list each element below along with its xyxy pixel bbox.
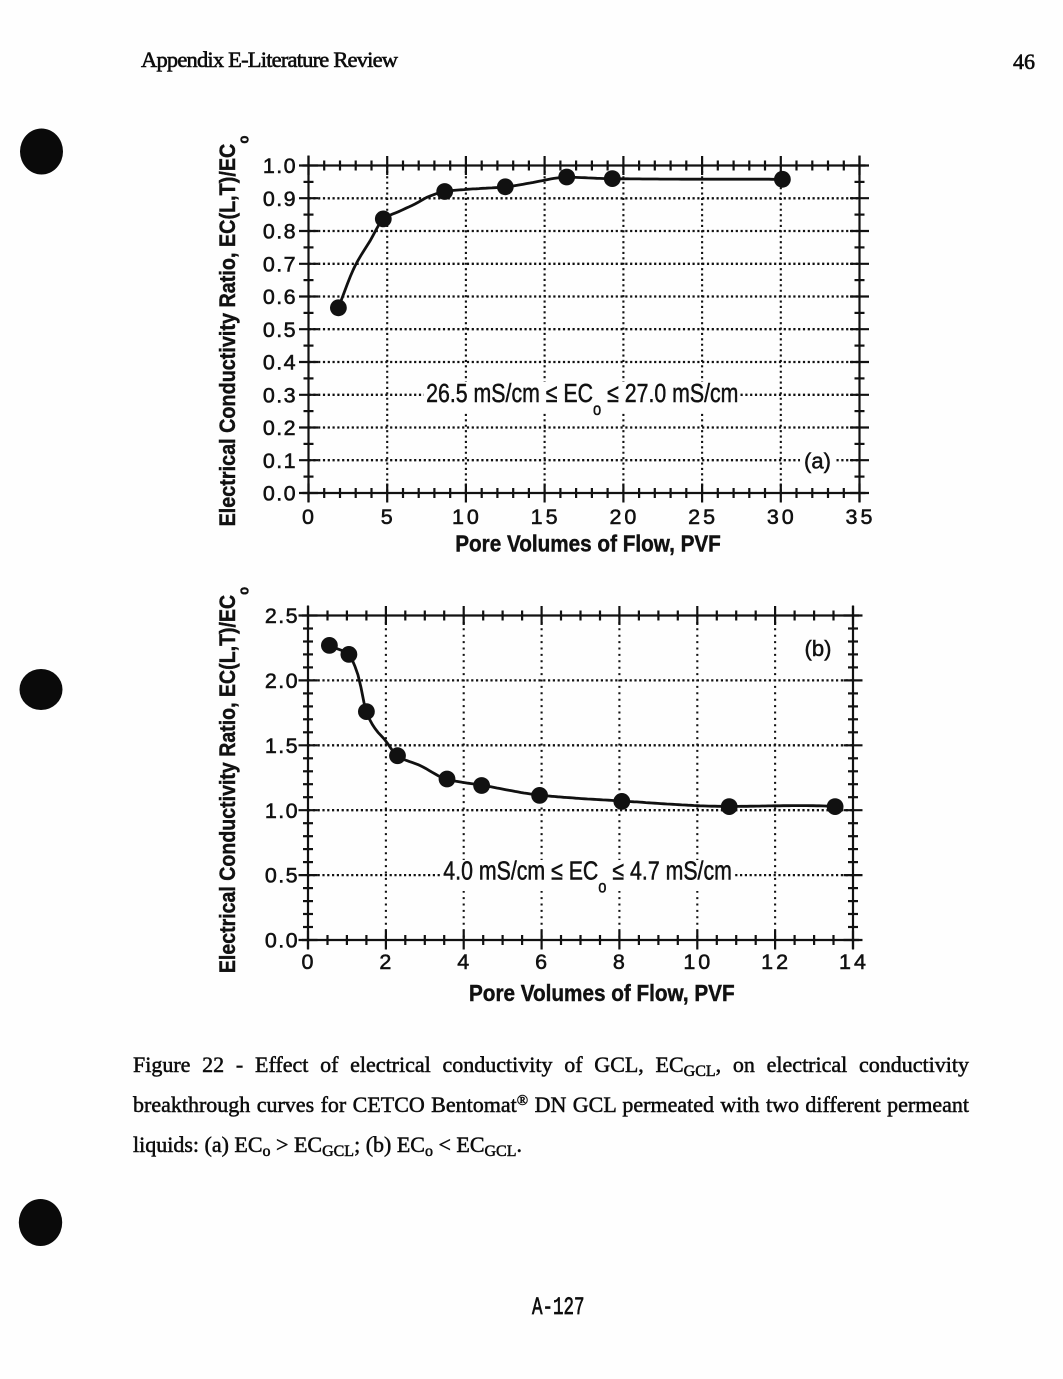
svg-text:35: 35 xyxy=(846,505,876,529)
svg-text:10: 10 xyxy=(452,505,482,529)
svg-text:0.2: 0.2 xyxy=(263,416,297,440)
svg-text:6: 6 xyxy=(535,950,550,974)
svg-text:26.5 mS/cm ≤ ECo ≤ 27.0 mS/cm: 26.5 mS/cm ≤ ECo ≤ 27.0 mS/cm xyxy=(426,379,738,419)
svg-text:0.3: 0.3 xyxy=(263,383,297,407)
svg-text:2: 2 xyxy=(379,950,394,974)
svg-text:0: 0 xyxy=(302,505,317,529)
svg-text:0.7: 0.7 xyxy=(263,252,297,276)
svg-text:14: 14 xyxy=(839,950,869,974)
svg-text:1.0: 1.0 xyxy=(265,799,299,823)
svg-text:4: 4 xyxy=(457,950,472,974)
svg-text:Electrical Conductivity Ratio,: Electrical Conductivity Ratio, EC(L,T)/E… xyxy=(216,135,252,526)
svg-text:25: 25 xyxy=(688,505,718,529)
svg-text:0.5: 0.5 xyxy=(263,318,297,342)
svg-text:0: 0 xyxy=(302,950,317,974)
svg-text:(a): (a) xyxy=(804,449,831,474)
svg-text:(b): (b) xyxy=(805,636,832,661)
svg-text:2.0: 2.0 xyxy=(265,669,299,693)
svg-text:Pore Volumes of Flow, PVF: Pore Volumes of Flow, PVF xyxy=(469,980,735,1006)
svg-text:Pore Volumes of Flow, PVF: Pore Volumes of Flow, PVF xyxy=(455,530,721,556)
svg-text:8: 8 xyxy=(613,950,628,974)
svg-text:30: 30 xyxy=(767,505,797,529)
svg-text:10: 10 xyxy=(683,950,713,974)
svg-text:0.8: 0.8 xyxy=(263,220,297,244)
svg-text:20: 20 xyxy=(609,505,639,529)
svg-text:0.0: 0.0 xyxy=(265,929,299,953)
svg-text:0.4: 0.4 xyxy=(263,351,297,375)
svg-text:5: 5 xyxy=(381,505,396,529)
svg-text:0.1: 0.1 xyxy=(263,449,297,473)
svg-text:2.5: 2.5 xyxy=(265,604,299,628)
svg-text:15: 15 xyxy=(531,505,561,529)
svg-text:Electrical Conductivity Ratio,: Electrical Conductivity Ratio, EC(L,T)/E… xyxy=(216,586,252,973)
svg-text:0.0: 0.0 xyxy=(263,482,297,506)
svg-text:12: 12 xyxy=(761,950,791,974)
svg-text:0.5: 0.5 xyxy=(265,864,299,888)
svg-text:1.5: 1.5 xyxy=(265,734,299,758)
svg-text:0.9: 0.9 xyxy=(263,187,297,211)
svg-text:0.6: 0.6 xyxy=(263,285,297,309)
svg-text:1.0: 1.0 xyxy=(263,154,297,178)
